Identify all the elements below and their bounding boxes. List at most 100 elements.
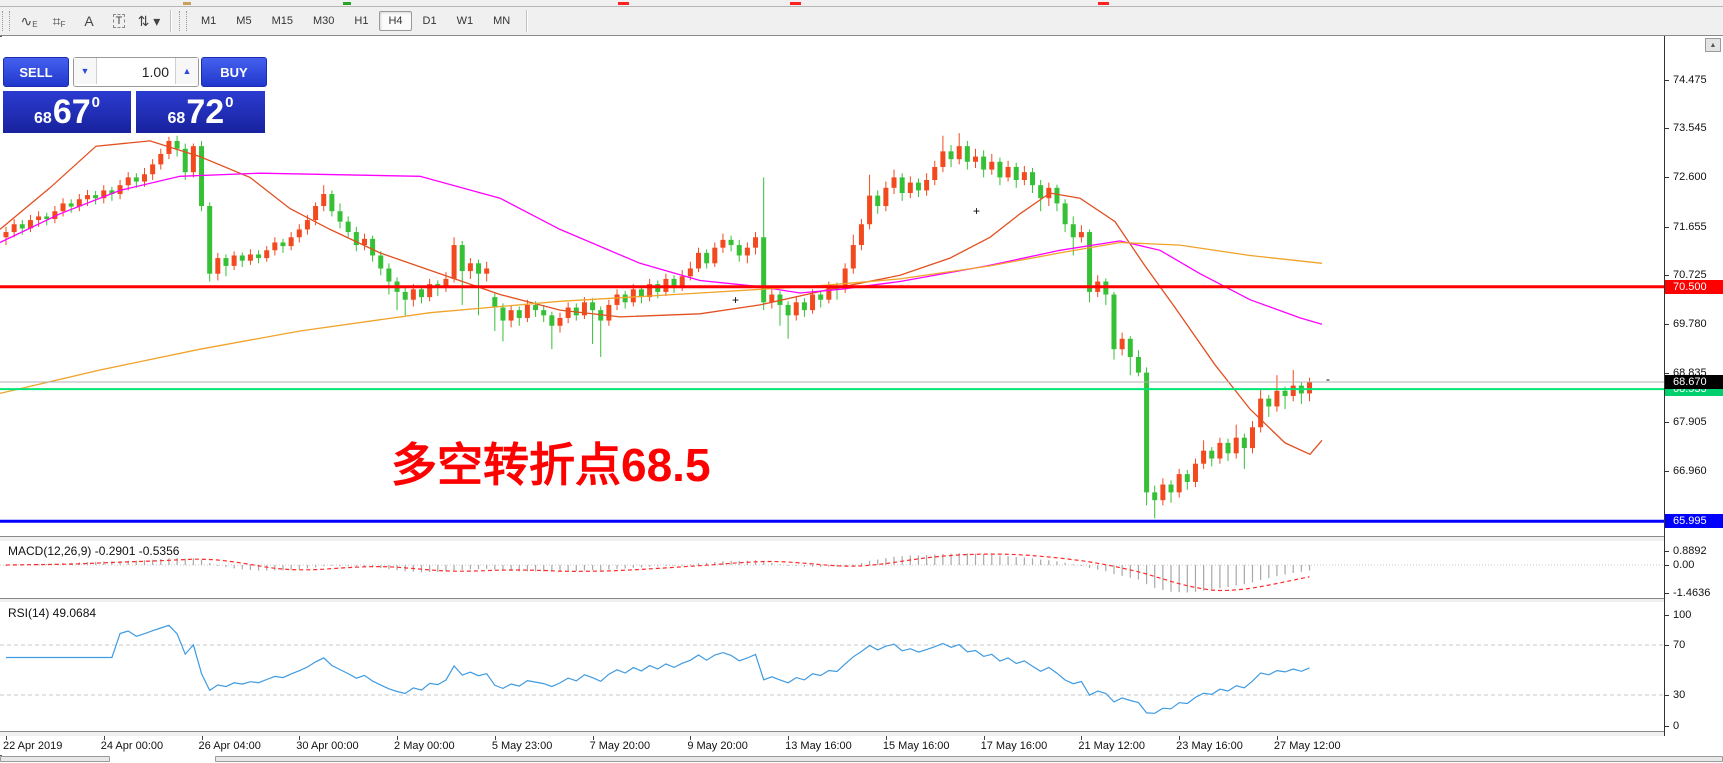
axis-tick bbox=[1665, 471, 1669, 472]
sell-price-big: 67 bbox=[52, 93, 91, 131]
time-axis-tick bbox=[983, 736, 985, 740]
horizontal-scrollbar[interactable] bbox=[0, 756, 1723, 763]
scrollbar-thumb[interactable] bbox=[215, 756, 1723, 762]
toolbar-icon-group: ∿ E ⌗ F A T ⇅ ▾ bbox=[14, 9, 164, 33]
chart-marker: - bbox=[1326, 372, 1330, 386]
axis-tick bbox=[1665, 593, 1669, 594]
scrollbar-segment[interactable] bbox=[0, 756, 110, 762]
chart-scroll-button[interactable]: ▲ bbox=[1705, 38, 1721, 52]
price-axis-label: 70.725 bbox=[1673, 269, 1707, 281]
buy-price-small: 68 bbox=[167, 110, 186, 127]
rsi-label: RSI(14) 49.0684 bbox=[8, 606, 97, 620]
time-axis-label: 7 May 20:00 bbox=[589, 740, 651, 752]
buy-price-display[interactable]: 68 72 0 bbox=[136, 91, 265, 133]
price-axis-label: 72.600 bbox=[1673, 171, 1707, 184]
axis-tick bbox=[1665, 695, 1669, 696]
buy-button[interactable]: BUY bbox=[201, 57, 267, 87]
timeframe-MN[interactable]: MN bbox=[493, 15, 511, 27]
indicators-icon[interactable]: ∿ E bbox=[20, 12, 38, 29]
chart-marker: + bbox=[973, 204, 980, 218]
volume-down-icon[interactable]: ▼ bbox=[74, 58, 97, 84]
time-axis-tick bbox=[1081, 736, 1083, 740]
time-axis-tick bbox=[397, 736, 399, 740]
timeframe-M1[interactable]: M1 bbox=[201, 15, 217, 27]
time-axis-label: 17 May 16:00 bbox=[980, 740, 1048, 752]
time-axis-label: 2 May 00:00 bbox=[394, 740, 455, 752]
rsi-panel[interactable] bbox=[0, 602, 1723, 732]
timeframe-M30[interactable]: M30 bbox=[312, 15, 335, 27]
axis-tick bbox=[1665, 373, 1669, 375]
axis-tick bbox=[1665, 615, 1669, 616]
time-axis-label: 5 May 23:00 bbox=[491, 740, 553, 752]
rsi-axis-label: 100 bbox=[1673, 609, 1692, 621]
axis-tick bbox=[1665, 128, 1669, 130]
axis-tick bbox=[1665, 551, 1669, 552]
toolbar-separator bbox=[170, 10, 171, 32]
time-axis-tick bbox=[1276, 736, 1278, 740]
volume-up-icon[interactable]: ▲ bbox=[175, 58, 198, 84]
volume-spinner: ▼ ▲ bbox=[73, 57, 199, 87]
time-axis-label: 24 Apr 00:00 bbox=[100, 740, 164, 752]
volume-input[interactable] bbox=[97, 58, 175, 86]
time-axis-label: 21 May 12:00 bbox=[1078, 740, 1146, 752]
clipped-toolbar-fragment bbox=[1098, 2, 1109, 5]
timeframe-M15[interactable]: M15 bbox=[271, 15, 293, 27]
grid-icon[interactable]: ⌗ F bbox=[52, 12, 66, 29]
toolbar: ∿ E ⌗ F A T ⇅ ▾ M1 M5 M15 M30 H1 H4 D1 W1 MN bbox=[0, 7, 1723, 36]
chart-window-border bbox=[0, 35, 1723, 36]
one-click-trading-panel: SELL ▼ ▲ BUY 68 67 0 68 72 0 bbox=[3, 57, 267, 133]
time-axis-tick bbox=[1179, 736, 1181, 740]
macd-panel[interactable] bbox=[0, 541, 1723, 598]
time-axis-tick bbox=[592, 736, 594, 740]
macd-axis-label: 0.8892 bbox=[1673, 545, 1707, 557]
time-axis-tick bbox=[690, 736, 692, 740]
one-click-row: SELL ▼ ▲ BUY bbox=[3, 57, 267, 87]
time-axis[interactable]: 22 Apr 2019 24 Apr 00:00 26 Apr 04:00 30 Ap… bbox=[0, 736, 1723, 755]
price-axis[interactable]: 74.475 73.545 72.600 71.655 70.725 69.780 68.8… bbox=[1665, 36, 1723, 755]
time-axis-label: 15 May 16:00 bbox=[882, 740, 950, 752]
sell-price-display[interactable]: 68 67 0 bbox=[3, 91, 131, 133]
time-axis-label: 9 May 20:00 bbox=[687, 740, 748, 752]
axis-tick bbox=[1665, 421, 1669, 423]
axis-tick bbox=[1665, 565, 1669, 566]
price-axis-label: 73.545 bbox=[1673, 122, 1707, 135]
text-box-icon[interactable]: T bbox=[105, 9, 133, 33]
timeframe-H1[interactable]: H1 bbox=[354, 15, 369, 27]
axis-tick bbox=[1665, 79, 1669, 81]
price-axis-label: 66.960 bbox=[1673, 465, 1707, 477]
price-level-badge: 70.500 bbox=[1665, 279, 1723, 294]
toolbar-drag-handle[interactable] bbox=[2, 11, 10, 31]
price-axis-label: 69.780 bbox=[1673, 318, 1707, 331]
sell-button[interactable]: SELL bbox=[3, 57, 69, 87]
text-label-icon[interactable]: A bbox=[84, 13, 94, 29]
price-level-badge: 68.670 bbox=[1665, 374, 1723, 389]
timeframe-H4[interactable]: H4 bbox=[379, 11, 412, 31]
time-axis-label: 26 Apr 04:00 bbox=[198, 740, 261, 752]
ma-slow-magenta bbox=[0, 172, 1323, 325]
axis-tick bbox=[1665, 726, 1669, 727]
toolbar-drag-handle[interactable] bbox=[179, 11, 187, 31]
clipped-toolbar-fragment bbox=[183, 2, 191, 5]
price-axis-label: 67.905 bbox=[1673, 415, 1707, 428]
objects-sort-icon[interactable]: ⇅ ▾ bbox=[137, 12, 161, 29]
price-axis-label: 71.655 bbox=[1673, 220, 1707, 233]
timeframe-M5[interactable]: M5 bbox=[236, 15, 252, 27]
time-axis-label: 27 May 12:00 bbox=[1273, 740, 1341, 752]
timeframe-W1[interactable]: W1 bbox=[456, 15, 474, 27]
chart-marker: + bbox=[732, 293, 739, 307]
price-chart[interactable]: + + - bbox=[0, 37, 1723, 536]
macd-label: MACD(12,26,9) -0.2901 -0.5356 bbox=[8, 544, 180, 558]
axis-tick bbox=[1665, 275, 1669, 276]
price-level-badge: 65.995 bbox=[1665, 514, 1723, 529]
rsi-axis-label: 30 bbox=[1673, 689, 1686, 701]
axis-tick bbox=[1665, 645, 1669, 646]
time-axis-label: 22 Apr 2019 bbox=[3, 740, 63, 752]
sell-price-small: 68 bbox=[34, 110, 52, 127]
clipped-toolbar-strip bbox=[0, 0, 1723, 7]
time-axis-tick bbox=[494, 736, 496, 740]
macd-axis-label: 0.00 bbox=[1673, 559, 1695, 571]
timeframe-D1[interactable]: D1 bbox=[422, 15, 437, 27]
clipped-toolbar-fragment bbox=[343, 2, 351, 5]
time-axis-tick bbox=[6, 736, 7, 740]
time-axis-tick bbox=[788, 736, 790, 740]
